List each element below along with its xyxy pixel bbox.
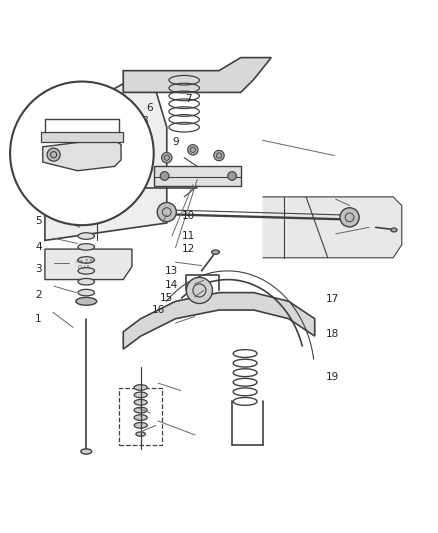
Text: A∞ 2.0
O / A: A∞ 2.0 O / A xyxy=(76,259,92,270)
Circle shape xyxy=(160,172,169,180)
Polygon shape xyxy=(123,293,315,349)
Ellipse shape xyxy=(134,423,147,428)
Polygon shape xyxy=(262,197,402,258)
Text: 8: 8 xyxy=(142,116,148,126)
Ellipse shape xyxy=(391,228,397,232)
Polygon shape xyxy=(45,249,132,279)
Text: 10: 10 xyxy=(182,212,195,221)
Ellipse shape xyxy=(76,297,97,305)
Polygon shape xyxy=(123,58,271,92)
Text: 6: 6 xyxy=(146,103,153,112)
Text: 1: 1 xyxy=(35,314,42,324)
Text: 15: 15 xyxy=(160,293,173,303)
Ellipse shape xyxy=(134,392,147,398)
Text: 14: 14 xyxy=(165,280,178,290)
Ellipse shape xyxy=(78,289,95,296)
Text: 12: 12 xyxy=(182,244,195,254)
Text: 11: 11 xyxy=(182,231,195,241)
Polygon shape xyxy=(45,84,167,240)
Ellipse shape xyxy=(78,278,95,285)
Polygon shape xyxy=(154,166,241,186)
Circle shape xyxy=(186,277,212,303)
Text: 5: 5 xyxy=(35,216,42,226)
Circle shape xyxy=(162,152,172,163)
Polygon shape xyxy=(350,210,374,234)
Text: 2: 2 xyxy=(35,290,42,300)
Circle shape xyxy=(187,144,198,155)
Circle shape xyxy=(228,172,237,180)
Ellipse shape xyxy=(134,407,147,413)
Ellipse shape xyxy=(212,250,219,254)
Ellipse shape xyxy=(134,385,147,390)
Text: 18: 18 xyxy=(325,329,339,339)
Text: 19: 19 xyxy=(325,373,339,383)
Circle shape xyxy=(214,150,224,161)
Ellipse shape xyxy=(81,449,92,454)
Ellipse shape xyxy=(78,233,95,239)
Text: 16: 16 xyxy=(152,305,165,315)
Ellipse shape xyxy=(136,432,145,436)
Circle shape xyxy=(157,203,177,222)
Ellipse shape xyxy=(134,415,147,421)
Ellipse shape xyxy=(78,257,95,263)
Ellipse shape xyxy=(78,268,95,274)
Ellipse shape xyxy=(78,244,95,250)
Text: 9: 9 xyxy=(172,138,179,148)
Text: 17: 17 xyxy=(325,294,339,304)
Text: 3: 3 xyxy=(35,264,42,273)
Text: 7: 7 xyxy=(185,94,192,104)
Circle shape xyxy=(340,208,359,227)
Polygon shape xyxy=(43,140,121,171)
Text: 4: 4 xyxy=(35,242,42,252)
Ellipse shape xyxy=(134,399,147,405)
Text: 13: 13 xyxy=(165,266,178,276)
Polygon shape xyxy=(41,132,123,142)
Circle shape xyxy=(47,148,60,161)
Circle shape xyxy=(10,82,154,225)
